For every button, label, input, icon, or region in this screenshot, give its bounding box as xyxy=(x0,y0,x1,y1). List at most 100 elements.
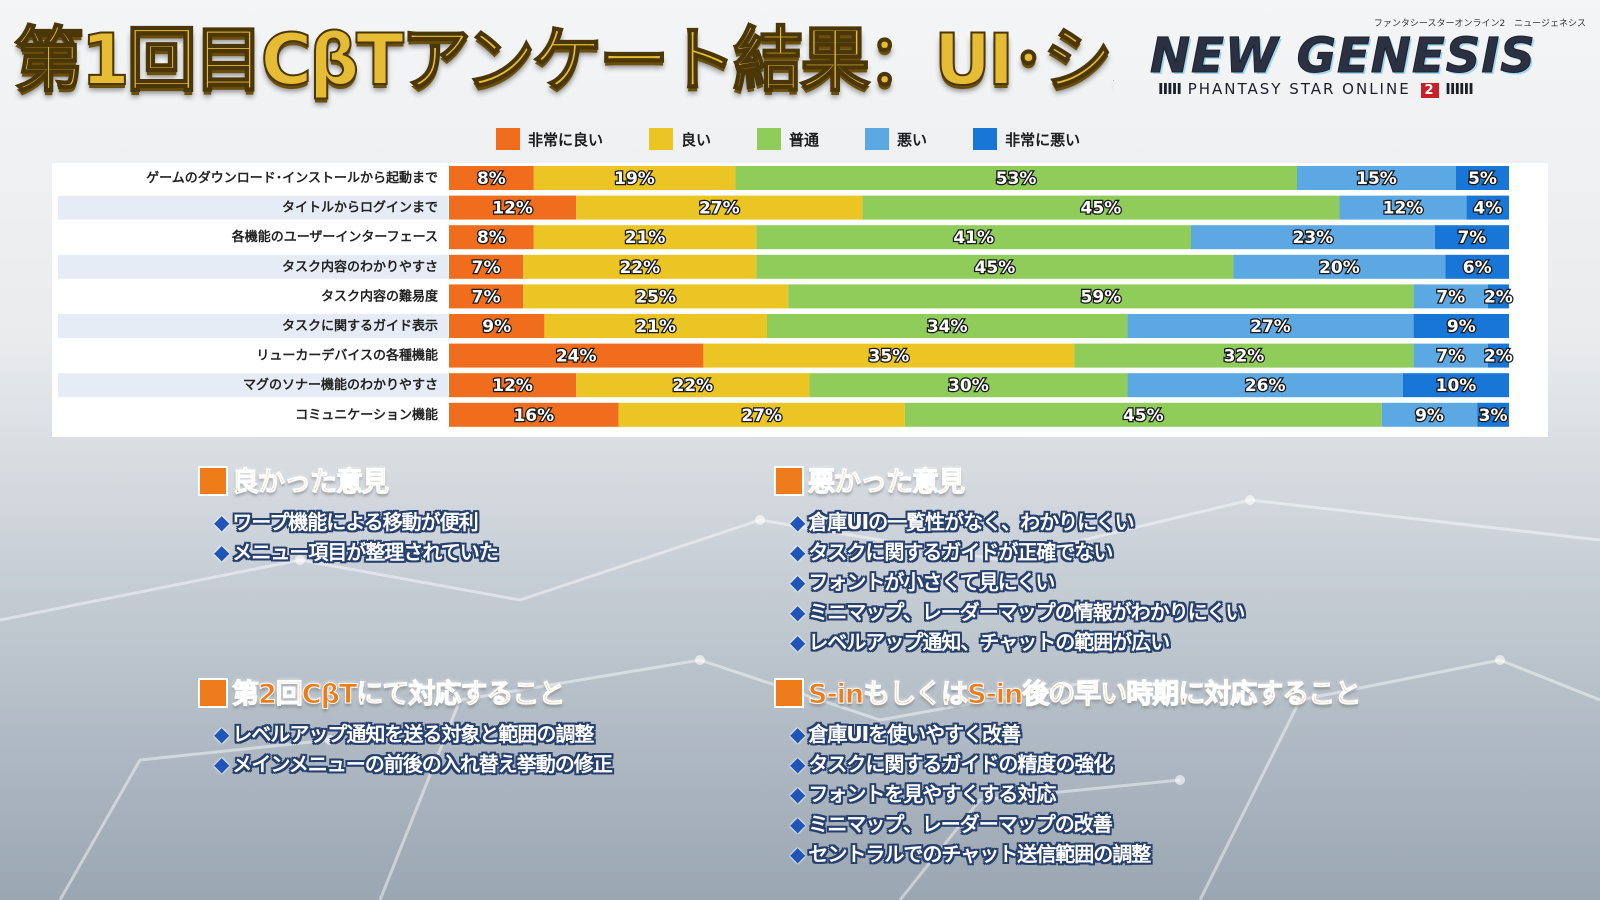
logo-main-text: NEW GENESIS xyxy=(1150,28,1536,85)
bar-segment xyxy=(449,343,704,368)
data-label: 27% xyxy=(699,199,740,219)
data-label: 9% xyxy=(482,317,511,337)
diamond-bullet-icon: ◆ xyxy=(790,722,805,746)
legend-item-good: 良い xyxy=(649,128,711,150)
section-heading-text: 悪かった意見 xyxy=(808,467,966,499)
logo-sub-line: IIIII PHANTASY STAR ONLINE 2 IIIIII xyxy=(1158,80,1578,98)
diamond-bullet-icon: ◆ xyxy=(214,540,229,564)
bar-segment xyxy=(576,195,863,220)
list-item: ◆ フォントを見やすくする対応 xyxy=(790,779,1360,809)
bar-segment xyxy=(735,166,1297,190)
heading-square-icon xyxy=(200,468,226,494)
section-bad-opinions: 悪かった意見 ◆ 倉庫UIの一覧性がなく、わかりにくい ◆ タスクに関するガイドが正… xyxy=(776,460,1245,657)
section-list: ◆ ワープ機能による移動が便利 ◆ メニュー項目が整理されていた xyxy=(214,507,499,567)
diamond-bullet-icon: ◆ xyxy=(214,722,229,746)
data-label: 8% xyxy=(477,228,506,248)
data-label: 6% xyxy=(1463,258,1492,278)
bar-segment xyxy=(576,373,810,398)
list-item-text: メニュー項目が整理されていた xyxy=(232,540,498,564)
bar-segment xyxy=(703,343,1075,368)
data-label: 59% xyxy=(1081,287,1122,307)
data-label: 12% xyxy=(492,199,533,219)
bar-segment xyxy=(1487,284,1509,309)
list-item-text: 倉庫UIを使いやすく改善 xyxy=(808,722,1021,746)
list-item: ◆ ミニマップ、レーダーマップの情報がわかりにくい xyxy=(790,597,1245,627)
data-label: 22% xyxy=(619,258,660,278)
list-item-text: ミニマップ、レーダーマップの改善 xyxy=(808,812,1112,836)
list-item-text: フォントが小さくて見にくい xyxy=(808,570,1055,594)
list-item: ◆ タスクに関するガイドが正確でない xyxy=(790,537,1244,567)
game-logo: ファンタシースターオンライン2 ニュージェネシス NEW GENESIS III… xyxy=(1142,16,1592,102)
bar-segment xyxy=(1339,195,1467,220)
data-label: 53% xyxy=(996,169,1037,189)
diamond-bullet-icon: ◆ xyxy=(790,752,805,776)
data-label: 25% xyxy=(635,287,676,307)
list-item: ◆ ミニマップ、レーダーマップの改善 xyxy=(790,809,1360,839)
data-label: 21% xyxy=(625,228,666,248)
bar-segment xyxy=(1127,314,1414,338)
list-item-text: セントラルでのチャット送信範囲の調整 xyxy=(808,842,1151,866)
bar-segment xyxy=(523,284,789,309)
data-label: 15% xyxy=(1356,169,1397,189)
category-label: 各機能のユーザーインターフェース xyxy=(231,229,438,245)
data-label: 21% xyxy=(635,317,676,337)
data-label: 2% xyxy=(1484,287,1513,307)
bar-segment xyxy=(449,373,577,398)
bar-segment xyxy=(449,166,534,190)
section-heading-text: S-inもしくはS-in後の早い時期に対応すること xyxy=(807,679,1361,711)
data-label: 4% xyxy=(1473,199,1502,219)
page-title: 第1回目CβTアンケート結果：UI･システム関連 xyxy=(14,18,1114,102)
legend-swatch xyxy=(865,128,890,150)
row-stripe xyxy=(58,373,448,398)
diamond-bullet-icon: ◆ xyxy=(790,600,805,624)
bar-segment xyxy=(1466,195,1509,220)
legend-label: 非常に悪い xyxy=(1005,130,1081,149)
diamond-bullet-icon: ◆ xyxy=(790,570,805,594)
data-label: 8% xyxy=(477,169,506,189)
bar-segment xyxy=(1127,373,1403,398)
diamond-bullet-icon: ◆ xyxy=(790,540,805,564)
data-label: 12% xyxy=(1383,199,1424,219)
logo-number-badge: 2 xyxy=(1421,83,1439,98)
section-service-in: S-inもしくはS-in後の早い時期に対応すること ◆ 倉庫UIを使いやすく改善 … xyxy=(776,672,1362,869)
list-item-text: 倉庫UIの一覧性がなく、わかりにくい xyxy=(808,510,1134,534)
section-list: ◆ 倉庫UIを使いやすく改善 ◆ タスクに関するガイドの精度の強化 ◆ フォントを見や… xyxy=(790,719,1360,869)
bar-segment xyxy=(1191,225,1435,250)
data-label: 45% xyxy=(975,258,1016,278)
data-label: 3% xyxy=(1479,406,1508,426)
bar-segment xyxy=(449,402,619,427)
section-heading: 悪かった意見 xyxy=(776,460,1244,499)
bar-segment xyxy=(1456,166,1509,190)
legend-label: 良い xyxy=(681,130,712,149)
diamond-bullet-icon: ◆ xyxy=(790,510,805,534)
list-item: ◆ 倉庫UIの一覧性がなく、わかりにくい xyxy=(790,507,1244,537)
data-label: 7% xyxy=(472,287,501,307)
list-item-text: フォントを見やすくする対応 xyxy=(808,782,1056,806)
section-good-opinions: 良かった意見 ◆ ワープ機能による移動が便利 ◆ メニュー項目が整理されていた xyxy=(200,460,499,567)
legend-label: 非常に良い xyxy=(528,130,604,149)
list-item: ◆ 倉庫UIを使いやすく改善 xyxy=(790,719,1360,749)
chart-legend: 非常に良い 良い 普通 悪い 非常に悪い xyxy=(496,128,1126,150)
section-heading: 第2回CβTにて対応すること xyxy=(200,672,612,711)
bar-segment xyxy=(756,225,1191,250)
logo-kana-text: ファンタシースターオンライン2 ニュージェネシス xyxy=(1373,19,1586,29)
legend-swatch xyxy=(757,128,782,150)
list-item: ◆ レベルアップ通知、チャットの範囲が広い xyxy=(790,627,1244,657)
section-list: ◆ 倉庫UIの一覧性がなく、わかりにくい ◆ タスクに関するガイドが正確でない ◆ フ… xyxy=(790,507,1245,657)
data-label: 20% xyxy=(1319,258,1360,278)
list-item: ◆ メニュー項目が整理されていた xyxy=(214,537,499,567)
row-stripe xyxy=(58,314,448,338)
list-item: ◆ タスクに関するガイドの精度の強化 xyxy=(790,749,1360,779)
bar-segment xyxy=(1074,343,1414,368)
bar-segment xyxy=(1413,284,1488,309)
data-label: 9% xyxy=(1447,317,1476,337)
list-item-text: レベルアップ通知、チャットの範囲が広い xyxy=(808,630,1170,654)
bar-segment xyxy=(449,314,545,338)
bar-segment xyxy=(533,225,757,250)
category-label: タイトルからログインまで xyxy=(282,200,438,216)
bar-segment xyxy=(618,402,905,427)
section-list: ◆ レベルアップ通知を送る対象と範囲の調整 ◆ メインメニューの前後の入れ替え挙動の… xyxy=(214,719,613,779)
category-label: コミュニケーション機能 xyxy=(295,407,438,423)
data-label: 7% xyxy=(1457,228,1486,248)
